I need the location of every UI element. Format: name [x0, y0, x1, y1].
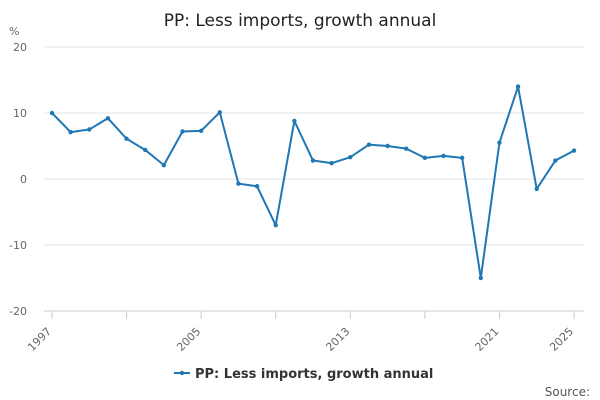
data-point[interactable] [217, 110, 222, 115]
y-tick-label: 20 [13, 41, 27, 54]
data-point[interactable] [385, 143, 390, 149]
data-point[interactable] [422, 155, 428, 161]
data-point[interactable] [329, 160, 334, 166]
legend[interactable]: PP: Less imports, growth annual [174, 367, 433, 382]
x-axis-ticks: 1997 2005 2013 2021 2025 [25, 311, 576, 354]
data-point[interactable] [49, 110, 55, 116]
data-point[interactable] [404, 146, 409, 151]
data-point[interactable] [515, 84, 521, 89]
y-tick-label: -20 [9, 305, 27, 318]
y-axis-ticks: -20 -10 0 10 20 [9, 41, 27, 318]
data-point[interactable] [198, 128, 204, 134]
series-line [51, 85, 575, 279]
x-tick-label: 2005 [174, 325, 203, 354]
data-point[interactable] [254, 184, 260, 189]
data-point[interactable] [441, 153, 446, 159]
source-label: Source: [545, 385, 590, 399]
x-tick-label: 2013 [323, 325, 352, 354]
data-point[interactable] [348, 155, 353, 160]
x-tick-label: 2025 [547, 325, 576, 354]
data-point[interactable] [161, 162, 167, 168]
data-point[interactable] [292, 118, 297, 124]
data-point[interactable] [366, 142, 372, 147]
series-layer [49, 84, 577, 281]
x-tick-label: 2021 [473, 325, 502, 354]
x-tick-label: 1997 [25, 325, 54, 354]
data-point[interactable] [459, 155, 465, 161]
data-point[interactable] [87, 127, 92, 132]
legend-swatch-marker [179, 370, 185, 376]
y-tick-label: 10 [13, 107, 27, 120]
data-point[interactable] [571, 148, 577, 153]
chart-title: PP: Less imports, growth annual [164, 11, 437, 31]
data-point[interactable] [553, 158, 558, 163]
y-axis-unit-label: % [9, 25, 19, 38]
y-tick-label: -10 [9, 239, 27, 252]
data-point[interactable] [273, 223, 278, 228]
data-point[interactable] [497, 140, 502, 145]
gridlines [44, 46, 584, 312]
data-point[interactable] [310, 158, 316, 163]
data-point[interactable] [236, 181, 241, 186]
data-point[interactable] [180, 129, 185, 134]
data-point[interactable] [105, 116, 111, 121]
data-point[interactable] [124, 136, 129, 141]
y-tick-label: 0 [20, 173, 27, 186]
data-point[interactable] [143, 147, 148, 153]
data-point[interactable] [68, 129, 73, 135]
data-point[interactable] [478, 275, 483, 281]
data-point[interactable] [534, 186, 539, 192]
legend-label: PP: Less imports, growth annual [195, 367, 433, 382]
